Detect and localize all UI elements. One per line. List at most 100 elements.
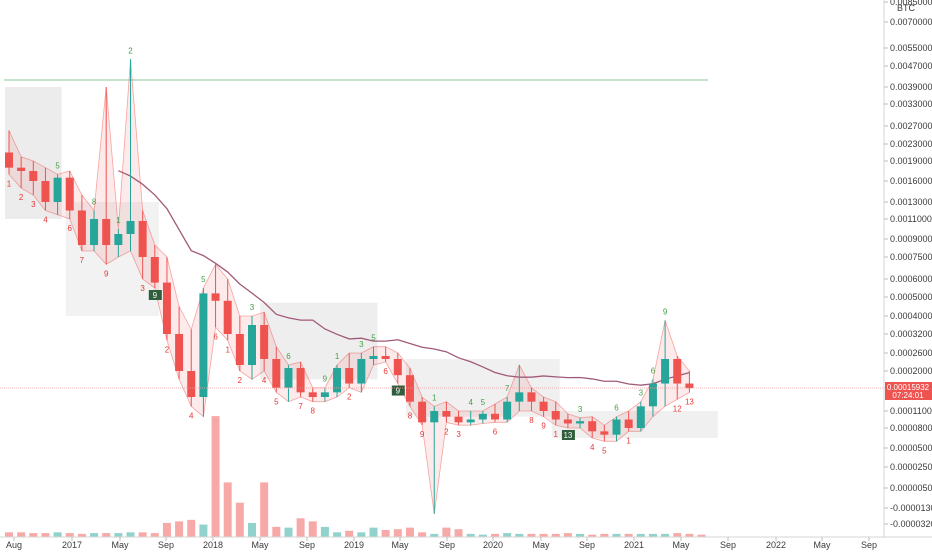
candle-body[interactable] [308,392,317,398]
plot-area[interactable]: 1234567891231245612345678912356789123456… [0,46,884,537]
sequence-count-label: 9 [420,430,425,439]
volume-bar [405,527,414,537]
x-tick-label: May [251,540,269,550]
candle-body[interactable] [296,368,305,393]
candle-body[interactable] [65,177,74,211]
candle-body[interactable] [418,401,427,423]
volume-bar [478,534,487,537]
candle-body[interactable] [430,411,439,423]
candle-body[interactable] [369,356,378,359]
candle-body[interactable] [405,375,414,402]
candle-body[interactable] [41,181,50,202]
candle-body[interactable] [503,401,512,420]
candle-body[interactable] [685,383,694,389]
candle-body[interactable] [320,392,329,398]
candle-body[interactable] [199,293,208,398]
sequence-count-label: 4 [590,443,595,452]
candle-body[interactable] [17,167,26,171]
volume-bar [624,533,633,537]
candle-body[interactable] [53,177,62,202]
volume-bar [357,532,366,537]
candle-body[interactable] [235,334,244,365]
candle-body[interactable] [29,171,38,181]
countdown-value: 07:24:01 [892,391,924,400]
candle-body[interactable] [138,221,147,257]
candle-body[interactable] [150,257,159,283]
x-tick-label: Aug [6,540,22,550]
candle-body[interactable] [648,383,657,407]
candle-body[interactable] [260,325,269,359]
sequence-count-label: 2 [347,393,352,402]
candle-body[interactable] [284,368,293,388]
candle-body[interactable] [77,210,86,246]
sequence-count-label: 1 [7,179,12,188]
sequence-count-label: 6 [493,427,498,436]
candle-body[interactable] [588,421,597,432]
candle-body[interactable] [175,334,184,371]
candle-body[interactable] [114,234,123,245]
x-tick-label: Sep [299,540,315,550]
x-tick-label: May [111,540,129,550]
sequence-count-label: 1 [554,430,559,439]
candle-body[interactable] [527,392,536,402]
sequence-count-label: 6 [651,366,656,375]
candle-body[interactable] [345,368,354,384]
candle-body[interactable] [90,219,99,245]
candle-body[interactable] [661,359,670,384]
candle-body[interactable] [248,325,256,365]
candle-body[interactable] [162,282,171,334]
x-tick-label: 2019 [344,540,364,550]
candle-body[interactable] [491,413,499,420]
volume-bar [491,533,499,537]
candle-body[interactable] [551,411,560,420]
candle-body[interactable] [539,401,548,411]
volume-bar [685,533,694,537]
candle-body[interactable] [5,152,13,168]
shaded-zone [5,87,62,219]
sequence-count-label: 4 [43,216,48,225]
x-tick-label: Sep [579,540,595,550]
candle-body[interactable] [478,413,487,420]
candle-body[interactable] [612,419,621,435]
candle-body[interactable] [102,219,111,245]
candle-body[interactable] [223,300,232,334]
candle-body[interactable] [563,419,572,424]
candle-body[interactable] [454,416,463,423]
candle-body[interactable] [272,359,281,388]
volume-bar [308,521,317,537]
candle-body[interactable] [187,371,196,398]
candle-body[interactable] [442,411,451,417]
candle-body[interactable] [211,293,220,301]
last-price-badge: 0.00015932 07:24:01 [885,382,932,400]
sequence-count-label: 7 [505,384,510,393]
x-tick-label: 2022 [766,540,786,550]
sequence-count-label: 3 [639,389,644,398]
candle-body[interactable] [333,368,342,393]
volume-bar [102,533,111,537]
candle-body[interactable] [673,359,682,384]
volume-bar [515,533,524,537]
candle-body[interactable] [381,356,390,359]
candle-body[interactable] [126,221,135,234]
candle-body[interactable] [576,421,585,424]
candle-body[interactable] [393,359,402,376]
sequence-count-label: 3 [456,430,461,439]
candle-body[interactable] [515,392,524,402]
x-tick-label: Sep [720,540,736,550]
sequence-count-label: 2 [19,193,24,202]
candle-body[interactable] [466,419,475,423]
volume-bar [393,529,402,537]
candle-body[interactable] [600,431,609,435]
candle-body[interactable] [624,419,633,429]
volume-bar [77,533,86,537]
candle-body[interactable] [636,406,645,428]
candle-body[interactable] [357,359,366,384]
sequence-count-label: 9 [104,269,109,278]
volume-bar [333,532,342,537]
sequence-count-label: 7 [80,256,85,265]
